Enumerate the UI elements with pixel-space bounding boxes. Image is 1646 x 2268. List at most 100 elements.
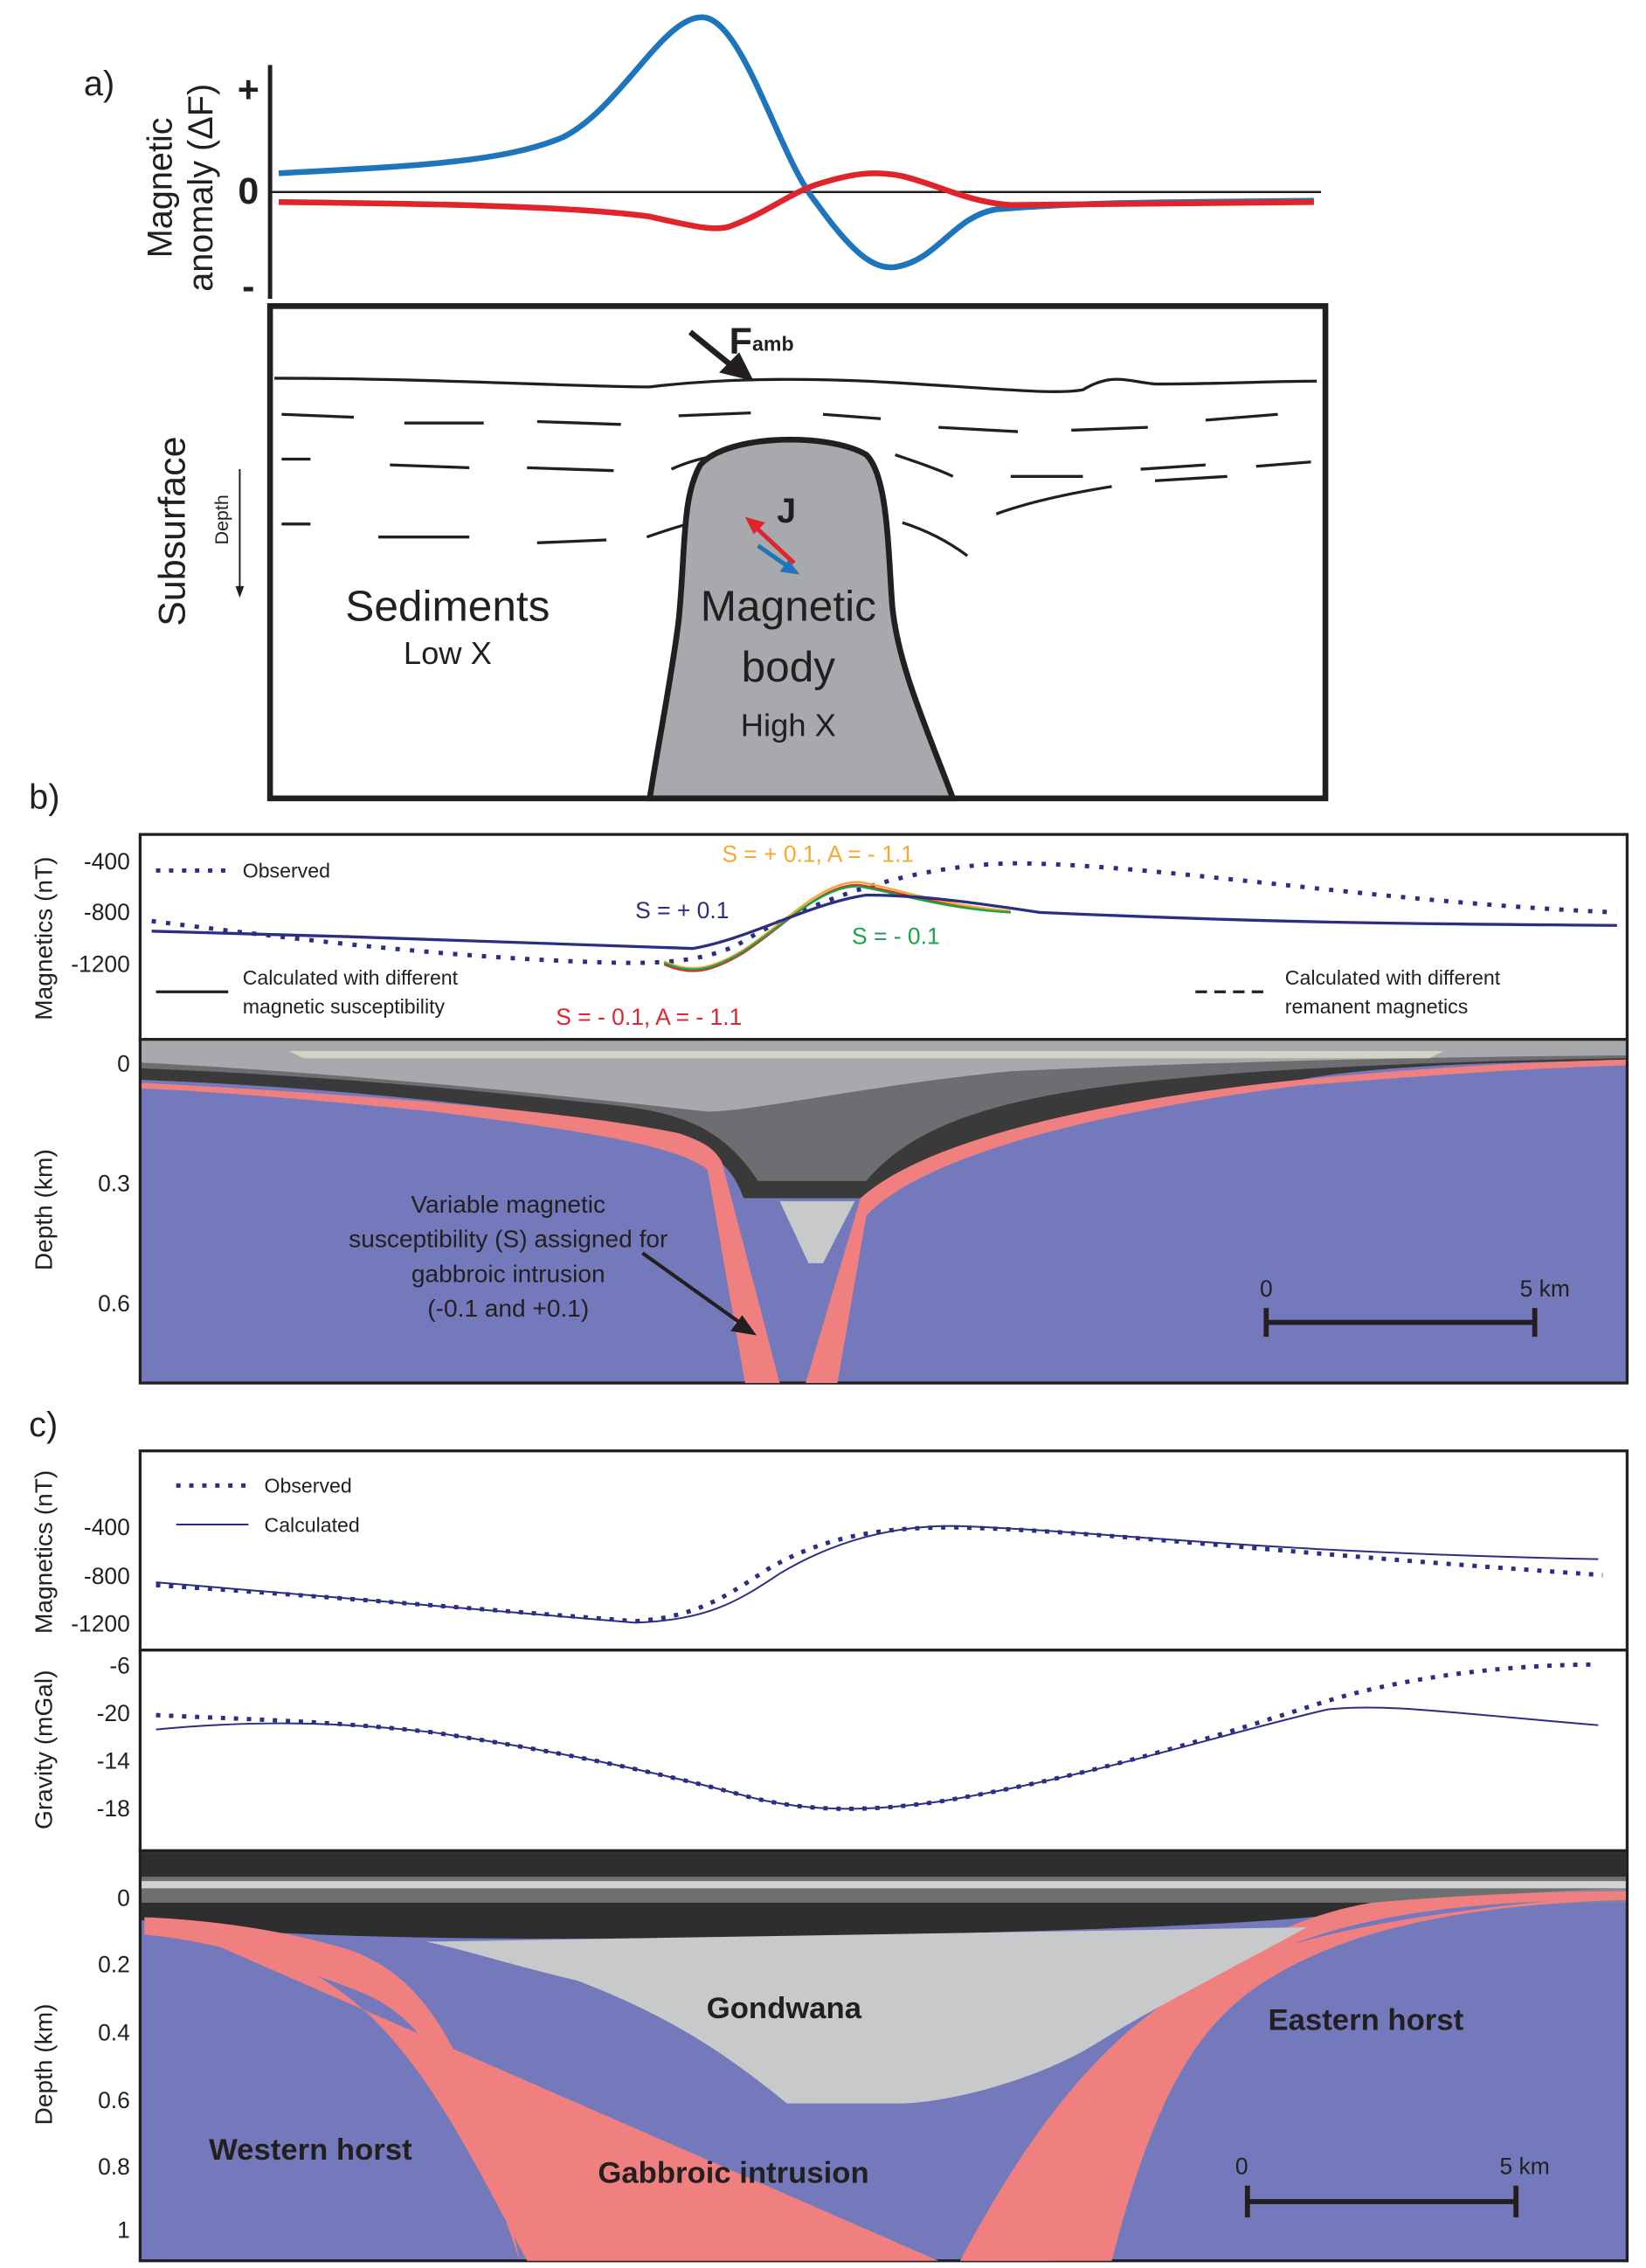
tick-label: -20 xyxy=(97,1700,130,1726)
unit-label: Gabbroic intrusion xyxy=(598,2157,868,2190)
body-name: Magnetic xyxy=(701,582,876,631)
scale-label: 0 xyxy=(1260,1276,1273,1302)
tick-label: -400 xyxy=(84,848,130,875)
intrusion-note: Variable magnetic susceptibility (S) ass… xyxy=(349,1191,667,1322)
dashes xyxy=(281,474,1228,557)
tick-label: 1 xyxy=(117,2217,130,2244)
section-label: Subsurface xyxy=(152,436,194,626)
calc-curve xyxy=(156,1525,1599,1624)
tick-label: -14 xyxy=(97,1748,130,1774)
tick-label: - xyxy=(242,266,254,308)
note-line: gabbroic intrusion xyxy=(412,1260,605,1287)
ground-line xyxy=(274,377,1317,393)
field-arrowhead xyxy=(719,352,754,382)
unit-property: Low X xyxy=(404,635,492,671)
tick-label: -800 xyxy=(84,899,130,925)
tick-label: -400 xyxy=(84,1514,130,1540)
axis-title-line: anomaly (ΔF) xyxy=(182,84,220,292)
sediment-layers xyxy=(281,411,1311,557)
light-layer xyxy=(142,1041,1626,1112)
moment-arrow xyxy=(751,523,796,565)
calc-curve xyxy=(156,1706,1599,1810)
gondwana-fill xyxy=(425,1927,1307,2104)
scale-label: 0 xyxy=(1235,2154,1248,2180)
tick-label: 0.6 xyxy=(98,1290,130,1317)
depth-arrowhead xyxy=(235,585,245,598)
body-name: body xyxy=(742,642,836,691)
legend-text: Observed xyxy=(265,1475,352,1497)
field-subscript: amb xyxy=(752,333,794,356)
calc-curve xyxy=(151,893,1617,951)
tick-label: -800 xyxy=(84,1563,130,1589)
intrusion xyxy=(151,1891,1626,2261)
note-line: susceptibility (S) assigned for xyxy=(349,1226,667,1253)
scale-label: 5 km xyxy=(1499,2154,1549,2180)
tick-label: 0.2 xyxy=(98,1952,130,1978)
panel-label: c) xyxy=(29,1406,58,1444)
calc-curve-green xyxy=(663,885,1011,972)
magnetics-box xyxy=(138,1449,1629,1652)
scale-label: 5 km xyxy=(1520,1276,1570,1302)
legend-text: magnetic susceptibility xyxy=(243,995,446,1018)
tick-label: 0 xyxy=(117,1885,130,1912)
light-band xyxy=(142,1881,1626,1889)
panel-b: b) -400 -800 -1200 Magnetics (nT) Observ… xyxy=(29,778,1629,1385)
tick-label: 0 xyxy=(238,170,259,212)
gravity-box xyxy=(138,1649,1629,1853)
tick-label: -1200 xyxy=(71,951,130,977)
moment-label: J xyxy=(777,492,796,530)
annotation: S = + 0.1, A = - 1.1 xyxy=(722,841,914,868)
tick-label: 0.8 xyxy=(98,2154,130,2180)
tick-label: 0.6 xyxy=(98,2087,130,2113)
tick-label: -18 xyxy=(97,1795,130,1822)
axis-title: Magnetics (nT) xyxy=(31,856,58,1020)
intrusion xyxy=(806,1059,1626,1384)
axis-title: Magnetics (nT) xyxy=(31,1470,58,1634)
annotation: S = - 0.1 xyxy=(852,923,940,950)
axis-title-line: Magnetic xyxy=(142,117,180,258)
curve-blue xyxy=(278,14,1314,271)
field-label: F xyxy=(730,321,752,363)
panel-label: a) xyxy=(84,65,114,103)
tick-label: -1200 xyxy=(71,1611,130,1637)
unit-label: Gondwana xyxy=(707,1992,862,2025)
tick-label: -6 xyxy=(109,1653,130,1679)
note-line: (-0.1 and +0.1) xyxy=(427,1295,589,1322)
tick-label: 0 xyxy=(117,1050,130,1076)
gray-band xyxy=(142,1877,1626,1903)
dashes xyxy=(281,411,1278,433)
legend-text: remanent magnetics xyxy=(1285,995,1469,1018)
panel-label: b) xyxy=(29,778,59,816)
observed-curve xyxy=(151,861,1617,965)
unit-name: Sediments xyxy=(345,582,550,631)
curve-red xyxy=(278,170,1314,232)
axis-title: Depth (km) xyxy=(31,2004,58,2126)
note-arrow xyxy=(641,1251,745,1327)
depth-label: Depth xyxy=(211,494,232,544)
top-band xyxy=(288,1050,1444,1059)
unit-label: Western horst xyxy=(209,2133,412,2167)
intrusion-fill xyxy=(144,1894,1626,2261)
moment-arrowhead xyxy=(779,560,800,575)
magnetic-body xyxy=(646,436,958,802)
tick-label: + xyxy=(238,69,259,111)
annotation: S = + 0.1 xyxy=(635,897,729,923)
legend-text: Observed xyxy=(243,860,330,882)
y-axis-title: Magnetic anomaly (ΔF) xyxy=(142,84,220,292)
annotation: S = - 0.1, A = - 1.1 xyxy=(556,1004,742,1030)
moment-arrowhead xyxy=(744,516,765,535)
gondwana-fill xyxy=(779,1200,855,1263)
legend-text: Calculated with different xyxy=(1285,966,1501,989)
panel-a: a) + 0 - Magnetic anomaly (ΔF) F amb J S… xyxy=(84,14,1329,802)
note-line: Variable magnetic xyxy=(411,1191,605,1218)
legend-text: Calculated xyxy=(265,1513,360,1536)
axis-title: Gravity (mGal) xyxy=(31,1670,58,1830)
legend-text: Calculated with different xyxy=(243,966,459,989)
axis-title: Depth (km) xyxy=(31,1149,58,1270)
tick-label: 0.4 xyxy=(98,2019,130,2045)
dashes xyxy=(281,453,1311,478)
panel-c: c) -400 -800 -1200 Magnetics (nT) Observ… xyxy=(29,1406,1629,2263)
